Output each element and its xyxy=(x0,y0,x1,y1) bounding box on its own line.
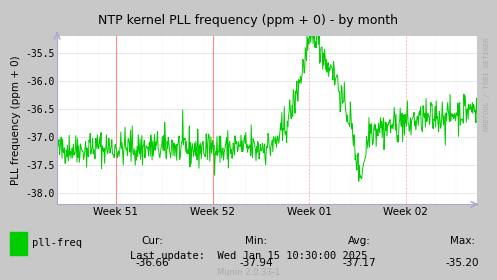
Text: RRDTOOL / TOBI OETIKER: RRDTOOL / TOBI OETIKER xyxy=(484,37,490,131)
Text: Avg:: Avg: xyxy=(348,236,371,246)
Text: NTP kernel PLL frequency (ppm + 0) - by month: NTP kernel PLL frequency (ppm + 0) - by … xyxy=(98,14,399,27)
Text: -35.20: -35.20 xyxy=(446,258,479,268)
Text: Last update:  Wed Jan 15 10:30:00 2025: Last update: Wed Jan 15 10:30:00 2025 xyxy=(130,251,367,261)
Text: -37.94: -37.94 xyxy=(239,258,273,268)
Y-axis label: PLL frequency (ppm + 0): PLL frequency (ppm + 0) xyxy=(11,56,21,185)
Text: Cur:: Cur: xyxy=(142,236,164,246)
Text: Max:: Max: xyxy=(450,236,475,246)
Text: -37.17: -37.17 xyxy=(342,258,376,268)
Text: Min:: Min: xyxy=(245,236,267,246)
Text: Munin 2.0.33-1: Munin 2.0.33-1 xyxy=(217,268,280,277)
Bar xyxy=(10,232,27,255)
Text: -36.66: -36.66 xyxy=(136,258,169,268)
Text: pll-freq: pll-freq xyxy=(32,238,82,248)
